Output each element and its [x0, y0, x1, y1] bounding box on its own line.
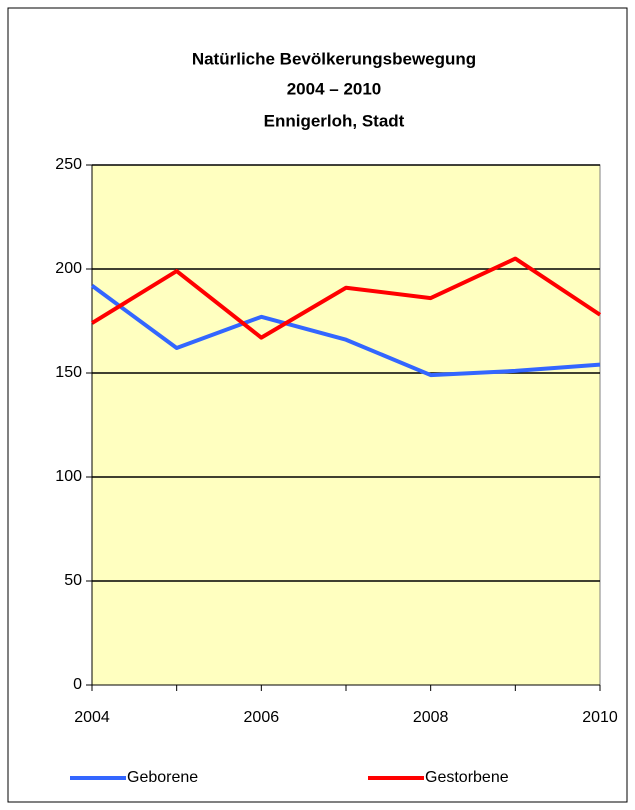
legend-label: Gestorbene [425, 769, 509, 786]
plot-area [91, 164, 601, 686]
legend-label: Geborene [127, 769, 198, 786]
x-tick-label: 2004 [74, 709, 110, 726]
chart-title: 2004 – 2010 [287, 79, 382, 98]
series-line [90, 284, 601, 378]
y-tick-label: 0 [73, 676, 82, 693]
y-tick-label: 200 [55, 260, 82, 277]
y-tick-label: 50 [64, 572, 82, 589]
x-tick-label: 2006 [244, 709, 280, 726]
y-tick-label: 150 [55, 364, 82, 381]
series-line [90, 256, 602, 340]
y-tick-label: 100 [55, 468, 82, 485]
chart-title: Ennigerloh, Stadt [264, 111, 405, 130]
y-tick-label: 250 [55, 156, 82, 173]
x-tick-label: 2008 [413, 709, 449, 726]
chart-title: Natürliche Bevölkerungsbewegung [192, 49, 476, 68]
x-tick-label: 2010 [582, 709, 618, 726]
